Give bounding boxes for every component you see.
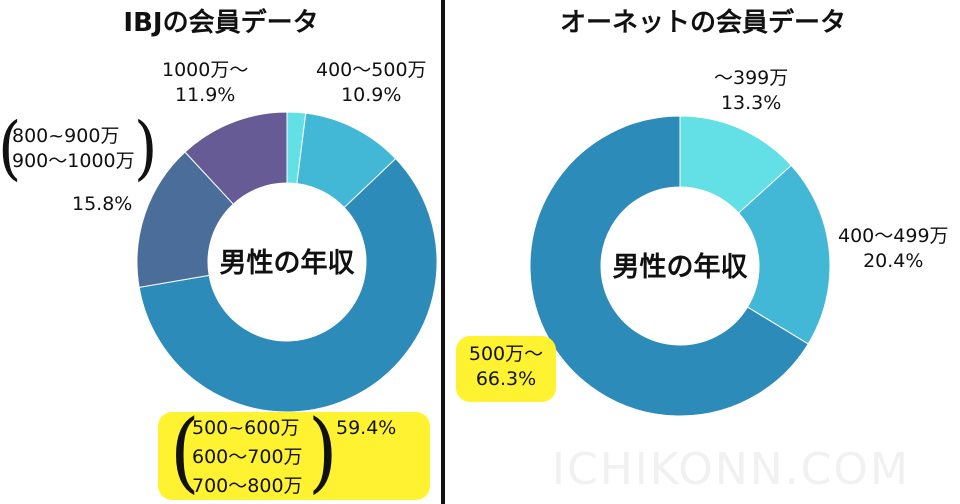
ibj-label-700-800: 700〜800万 (192, 475, 303, 497)
ibj-label-1000plus-pct: 11.9% (175, 84, 236, 106)
onet-label-500-range: 500万〜 (468, 343, 544, 365)
ibj-label-500-600: 500~600万 (192, 417, 300, 439)
ibj-label-600-700: 600〜700万 (192, 446, 303, 468)
ibj-paren-open-800: ( (0, 108, 22, 189)
onet-label-400-499: 400〜499万 20.4% (838, 224, 949, 274)
onet-slice-2 (529, 115, 809, 417)
ibj-chart-panel: IBJの会員データ 男性の年収 1000万〜 11.9% 400〜500万 10… (0, 0, 442, 504)
ibj-center-label: 男性の年収 (220, 247, 356, 279)
ibj-label-400-500-pct: 10.9% (341, 84, 402, 106)
ibj-label-400-500: 400〜500万 10.9% (316, 58, 427, 108)
ibj-slice-4 (184, 111, 288, 205)
ibj-donut-chart: 男性の年収 (136, 111, 438, 413)
onet-label-399: 〜399万 13.3% (714, 66, 788, 116)
watermark-text: ICHIKONN.COM (552, 444, 910, 495)
ibj-label-1000plus: 1000万〜 11.9% (162, 58, 248, 108)
ibj-label-800-pct: 15.8% (72, 193, 133, 215)
ibj-label-800-900: 800~900万 (12, 125, 120, 147)
onet-center-label: 男性の年収 (613, 251, 749, 283)
onet-label-400-499-range: 400〜499万 (838, 225, 949, 247)
ibj-paren-open-500: ( (170, 399, 200, 503)
ibj-slice-2 (138, 157, 438, 413)
onet-chart-panel: オーネットの会員データ 男性の年収 〜399万 13.3% 400〜499万 2… (446, 0, 960, 504)
onet-highlight-500 (456, 336, 556, 402)
ibj-label-500-800: 500~600万 600〜700万 700〜800万 (192, 414, 303, 501)
ibj-label-400-500-range: 400〜500万 (316, 59, 427, 81)
onet-slice-1 (737, 164, 831, 345)
onet-label-399-range: 〜399万 (714, 67, 789, 89)
ibj-chart-title: IBJの会員データ (123, 8, 319, 38)
ibj-label-500-pct: 59.4% (336, 417, 397, 439)
onet-donut-chart: 男性の年収 (529, 115, 831, 417)
ibj-highlight-500-800 (158, 412, 430, 500)
onet-label-500: 500万〜 66.3% (460, 342, 552, 392)
ibj-paren-close-500: ) (308, 399, 338, 503)
onet-chart-title: オーネットの会員データ (559, 8, 846, 38)
ibj-label-1000plus-range: 1000万〜 (162, 59, 249, 81)
onet-label-500-pct: 66.3% (475, 368, 537, 390)
panel-divider (441, 0, 445, 504)
ibj-label-900-1000: 900〜1000万 (12, 150, 135, 172)
onet-label-400-499-pct: 20.4% (863, 250, 924, 272)
ibj-paren-close-800: ) (134, 108, 158, 189)
onet-label-399-pct: 13.3% (720, 92, 782, 114)
ibj-label-800-1000: 800~900万 900〜1000万 (12, 124, 135, 174)
